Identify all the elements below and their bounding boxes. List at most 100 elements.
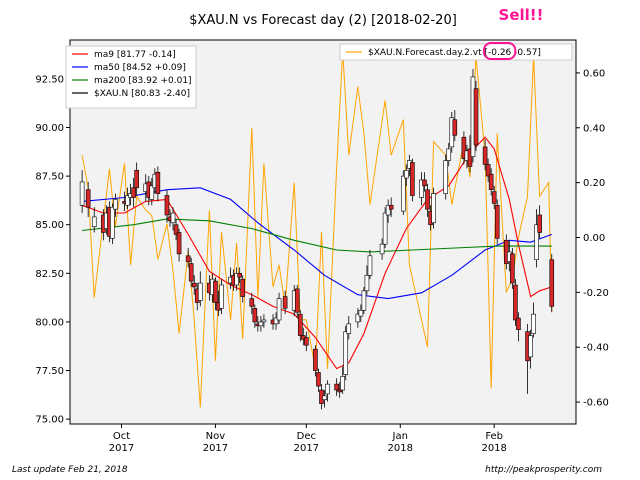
candle-body-down [240, 278, 246, 297]
candle [237, 267, 242, 284]
candle [297, 310, 303, 342]
candle [531, 302, 536, 338]
x-axis-tick-label: Dec [297, 431, 316, 442]
candle [79, 170, 85, 214]
candle [473, 80, 479, 151]
candle-body-down [410, 162, 415, 196]
left-axis-tick-label: 92.50 [35, 74, 64, 85]
candle [364, 265, 370, 295]
x-axis-tick-year: 2017 [294, 443, 319, 454]
candle-body-up [340, 376, 345, 391]
candle [188, 257, 194, 287]
right-axis-tick-label: 0.40 [583, 123, 605, 134]
candle [258, 316, 264, 332]
candle [388, 197, 394, 217]
candle-body-down [316, 372, 321, 387]
candle-body-up [528, 335, 533, 358]
candle-body-down [164, 195, 170, 216]
candle [452, 109, 458, 142]
candle [494, 199, 500, 245]
candle [234, 267, 239, 291]
left-axis-tick-label: 87.50 [35, 172, 64, 183]
candle [513, 279, 518, 326]
candle-body-down [213, 280, 218, 303]
footer-last-update: Last update Feb 21, 2018 [12, 465, 128, 475]
candle-body-down [304, 337, 309, 346]
candle-body-down [294, 288, 300, 313]
candle-body-down [461, 136, 467, 159]
series-line--xau-n-forecast-day-2-vt [81, 50, 553, 408]
candle-body-down [510, 253, 515, 284]
candle-body-up [364, 274, 370, 292]
candle [313, 345, 318, 377]
candle [134, 162, 139, 196]
candle [176, 228, 182, 262]
legend-left-box [65, 45, 197, 109]
candle-body-down [252, 308, 258, 323]
candle [185, 248, 191, 268]
candle [219, 279, 224, 315]
candle-body-down [482, 146, 488, 165]
candle [431, 187, 436, 229]
candle [410, 158, 415, 202]
left-axis-tick-label: 90.00 [35, 123, 64, 134]
candle-body-down [173, 224, 179, 235]
candle [191, 275, 197, 295]
candle [340, 366, 345, 394]
candle-body-up [534, 224, 539, 261]
legend-label: $XAU.N [80.83 -2.40] [94, 89, 190, 99]
right-axis-tick-label: -0.20 [583, 288, 609, 299]
candle-body-down [85, 189, 91, 208]
candle [485, 158, 491, 182]
candle [316, 368, 321, 392]
candle-body-down [313, 348, 318, 371]
candle [325, 380, 330, 402]
candle [213, 277, 218, 311]
candle-body-up [197, 282, 203, 301]
candle-body-down [488, 173, 494, 191]
candle-body-up [91, 216, 97, 227]
footer-url: http://peakprosperity.com [485, 465, 602, 475]
candle-body-down [131, 187, 136, 198]
candle-body-up [273, 317, 279, 325]
candle-body-up [385, 204, 391, 216]
candle [422, 172, 427, 192]
candle-body-down [176, 232, 182, 255]
highlight-circle [482, 42, 517, 60]
candle [443, 154, 449, 200]
candle [252, 304, 258, 328]
candle [379, 238, 385, 260]
candlestick-series [79, 69, 555, 410]
candle-body-down [297, 313, 303, 336]
candle [294, 284, 300, 319]
chart-title: $XAU.N vs Forecast day (2) [2018-02-20] [189, 13, 457, 28]
candle [404, 164, 409, 186]
left-axis-tick-label: 85.00 [35, 220, 64, 231]
left-axis-tick-label: 80.00 [35, 317, 64, 328]
candle [304, 331, 309, 352]
legend-label: ma50 [84.52 +0.09] [94, 63, 186, 73]
candle [334, 378, 339, 396]
candle-body-up [531, 313, 536, 334]
candle [273, 312, 279, 330]
candle-body-down [513, 284, 518, 321]
candle [355, 308, 361, 328]
candle-body-down [282, 296, 288, 309]
candle-body-up [170, 212, 176, 224]
left-axis-tick-label: 82.50 [35, 269, 64, 280]
candle [85, 181, 91, 217]
right-axis-tick-label: -0.40 [583, 343, 609, 354]
candle-body-up [234, 273, 239, 286]
candle-body-down [188, 263, 194, 282]
candle-body-up [355, 313, 361, 323]
candle [537, 205, 542, 239]
candle [155, 166, 161, 202]
candle [425, 183, 430, 217]
candle [528, 329, 533, 369]
candle-body-up [431, 193, 436, 224]
candle-body-up [219, 284, 224, 309]
candle-body-down [422, 179, 427, 187]
candle-body-down [425, 189, 430, 210]
candle [276, 292, 282, 324]
